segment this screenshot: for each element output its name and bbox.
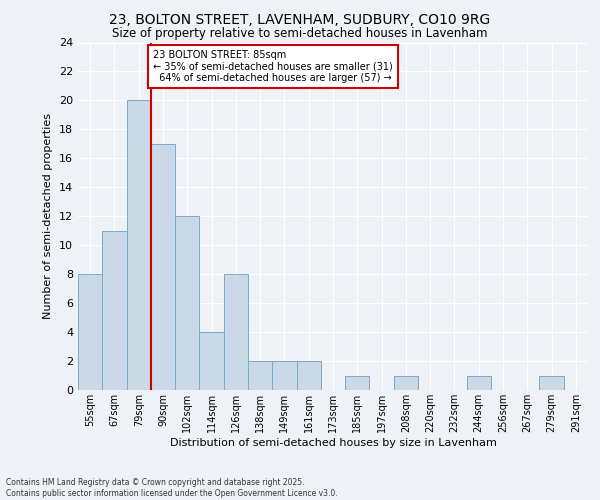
Bar [127, 100, 151, 390]
Bar [394, 376, 418, 390]
Bar [224, 274, 248, 390]
Text: 23 BOLTON STREET: 85sqm
← 35% of semi-detached houses are smaller (31)
  64% of : 23 BOLTON STREET: 85sqm ← 35% of semi-de… [153, 50, 393, 83]
Bar [248, 361, 272, 390]
Bar [345, 376, 370, 390]
Y-axis label: Number of semi-detached properties: Number of semi-detached properties [43, 114, 53, 320]
Bar [102, 230, 127, 390]
Bar [296, 361, 321, 390]
Text: Size of property relative to semi-detached houses in Lavenham: Size of property relative to semi-detach… [112, 28, 488, 40]
Bar [175, 216, 199, 390]
Bar [78, 274, 102, 390]
X-axis label: Distribution of semi-detached houses by size in Lavenham: Distribution of semi-detached houses by … [170, 438, 496, 448]
Bar [272, 361, 296, 390]
Text: Contains HM Land Registry data © Crown copyright and database right 2025.
Contai: Contains HM Land Registry data © Crown c… [6, 478, 338, 498]
Bar [467, 376, 491, 390]
Bar [539, 376, 564, 390]
Bar [151, 144, 175, 390]
Text: 23, BOLTON STREET, LAVENHAM, SUDBURY, CO10 9RG: 23, BOLTON STREET, LAVENHAM, SUDBURY, CO… [109, 12, 491, 26]
Bar [199, 332, 224, 390]
